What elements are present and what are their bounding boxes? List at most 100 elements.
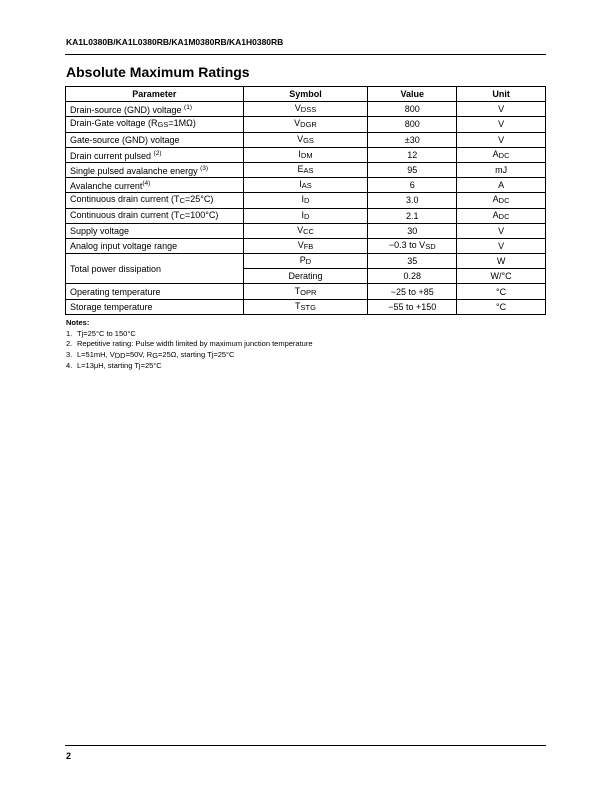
notes-title: Notes:	[66, 318, 90, 327]
table-row: Avalanche current(4) IAS 6 A	[65, 177, 546, 194]
superscript: (2)	[153, 149, 162, 157]
column-header-parameter: Parameter	[65, 85, 244, 103]
value-cell: −25 to +85	[367, 283, 458, 300]
note-number: 2.	[66, 339, 73, 348]
value-cell: 95	[367, 161, 458, 179]
column-header-unit: Unit	[456, 85, 546, 103]
value-cell: 800	[367, 116, 458, 133]
text-segment: V	[498, 119, 505, 130]
parameter-cell: Single pulsed avalanche energy (3)	[65, 161, 244, 179]
parameter-cell: Continuous drain current (TC=100°C)	[65, 207, 244, 224]
text-segment: W	[496, 256, 506, 267]
note-number: 1.	[66, 328, 73, 338]
footer-rule	[65, 745, 546, 746]
column-header-symbol: Symbol	[242, 85, 369, 103]
table-row: Drain-source (GND) voltage (1) VDSS 800 V	[65, 101, 546, 118]
unit-cell: V	[456, 237, 546, 255]
symbol-cell: EAS	[242, 161, 369, 179]
unit-cell: °C	[456, 283, 546, 300]
section-title: Absolute Maximum Ratings	[66, 64, 250, 80]
subscript: STG	[300, 302, 316, 312]
text-segment: mJ	[495, 165, 508, 176]
symbol-cell: VDSS	[242, 101, 369, 118]
text-segment: Continuous drain current (T	[70, 209, 180, 220]
subscript: GS	[157, 120, 169, 130]
subscript: GS	[303, 135, 314, 145]
text-segment: E	[297, 164, 304, 175]
value-cell: 12	[367, 146, 458, 163]
text-segment: V	[498, 225, 505, 236]
subscript: C	[179, 211, 185, 221]
symbol-cell: PD	[242, 253, 369, 270]
subscript: DGR	[300, 120, 317, 130]
symbol-cell: IDM	[242, 146, 369, 163]
superscript: (3)	[200, 165, 209, 173]
parameter-cell: Total power dissipation	[65, 253, 244, 285]
note-number: 4.	[66, 361, 73, 370]
text-segment: =100°C)	[184, 209, 219, 220]
text-segment: Repetitive rating: Pulse width limited b…	[77, 339, 313, 348]
parameter-cell: Gate-source (GND) voltage	[65, 131, 244, 148]
text-segment: V	[297, 239, 304, 250]
text-segment: Drain current pulsed	[70, 150, 154, 161]
superscript: (1)	[184, 104, 192, 112]
symbol-cell: TOPR	[242, 283, 369, 300]
unit-cell: W	[456, 253, 546, 270]
table-row: Continuous drain current (TC=100°C) ID 2.1…	[65, 207, 546, 224]
symbol-cell: TSTG	[242, 298, 369, 315]
text-segment: Drain-Gate voltage (R	[70, 118, 158, 129]
subscript: DC	[498, 196, 510, 206]
text-segment: Derating	[288, 271, 323, 282]
parameter-cell: Drain current pulsed (2)	[65, 146, 244, 163]
table-row: Continuous drain current (TC=25°C) ID 3.0 A…	[65, 192, 546, 209]
unit-cell: A	[456, 177, 546, 194]
text-segment: V	[498, 104, 505, 115]
note-item: 3. L=51mH, VDD=50V, RG=25Ω, starting Tj=2…	[66, 350, 313, 362]
unit-cell: ADC	[456, 207, 546, 224]
text-segment: Tj=25°C to 150°C	[77, 328, 136, 338]
symbol-cell: VDGR	[242, 116, 369, 133]
text-segment: A	[492, 194, 499, 205]
text-segment: T	[294, 285, 301, 296]
text-segment: Gate-source (GND) voltage	[70, 134, 180, 145]
symbol-cell: Derating	[242, 268, 369, 285]
text-segment: I	[299, 179, 302, 190]
text-segment: °C	[496, 301, 507, 312]
text-segment: Storage temperature	[70, 301, 153, 312]
parameter-cell: Drain-source (GND) voltage (1)	[65, 101, 244, 118]
notes-section: Notes: 1. Tj=25°C to 150°C 2. Repetitive ra…	[66, 318, 313, 372]
subscript: D	[305, 257, 312, 267]
table-row: Gate-source (GND) voltage VGS ±30 V	[65, 131, 546, 148]
subscript: FB	[303, 241, 314, 251]
subscript: DM	[300, 150, 313, 160]
text-segment: Operating temperature	[70, 286, 161, 297]
note-item: 2. Repetitive rating: Pulse width limited…	[66, 339, 313, 350]
table-row: Supply voltage VCC 30 V	[65, 222, 546, 239]
text-segment: =1MΩ)	[168, 118, 196, 129]
symbol-cell: VGS	[242, 131, 369, 148]
value-cell: −0.3 to VSD	[367, 237, 458, 255]
table-row: Drain-Gate voltage (RGS=1MΩ) VDGR 800 V	[65, 116, 546, 133]
text-segment: V	[498, 240, 505, 251]
unit-cell: V	[456, 222, 546, 239]
parameter-cell: Storage temperature	[65, 298, 244, 315]
text-segment: V	[294, 118, 301, 129]
text-segment: Drain-source (GND) voltage	[70, 105, 185, 116]
value-cell: 2.1	[367, 207, 458, 224]
text-segment: W/°C	[490, 271, 512, 282]
subscript: G	[152, 350, 159, 360]
text-segment: A	[498, 180, 505, 191]
subscript: DD	[114, 350, 126, 360]
text-segment: Continuous drain current (T	[70, 194, 180, 205]
parameter-cell: Analog input voltage range	[65, 237, 244, 255]
document-header-part-numbers: KA1L0380B/KA1L0380RB/KA1M0380RB/KA1H0380…	[66, 37, 284, 47]
text-segment: −0.3 to V	[388, 239, 426, 250]
value-cell: 3.0	[367, 192, 458, 209]
value-cell: 6	[367, 177, 458, 194]
symbol-cell: IAS	[242, 177, 369, 194]
table-row: Analog input voltage range VFB −0.3 to VSD…	[65, 237, 546, 255]
unit-cell: V	[456, 131, 546, 148]
parameter-cell: Drain-Gate voltage (RGS=1MΩ)	[65, 116, 244, 133]
parameter-cell: Supply voltage	[65, 222, 244, 239]
subscript: SD	[425, 241, 436, 251]
